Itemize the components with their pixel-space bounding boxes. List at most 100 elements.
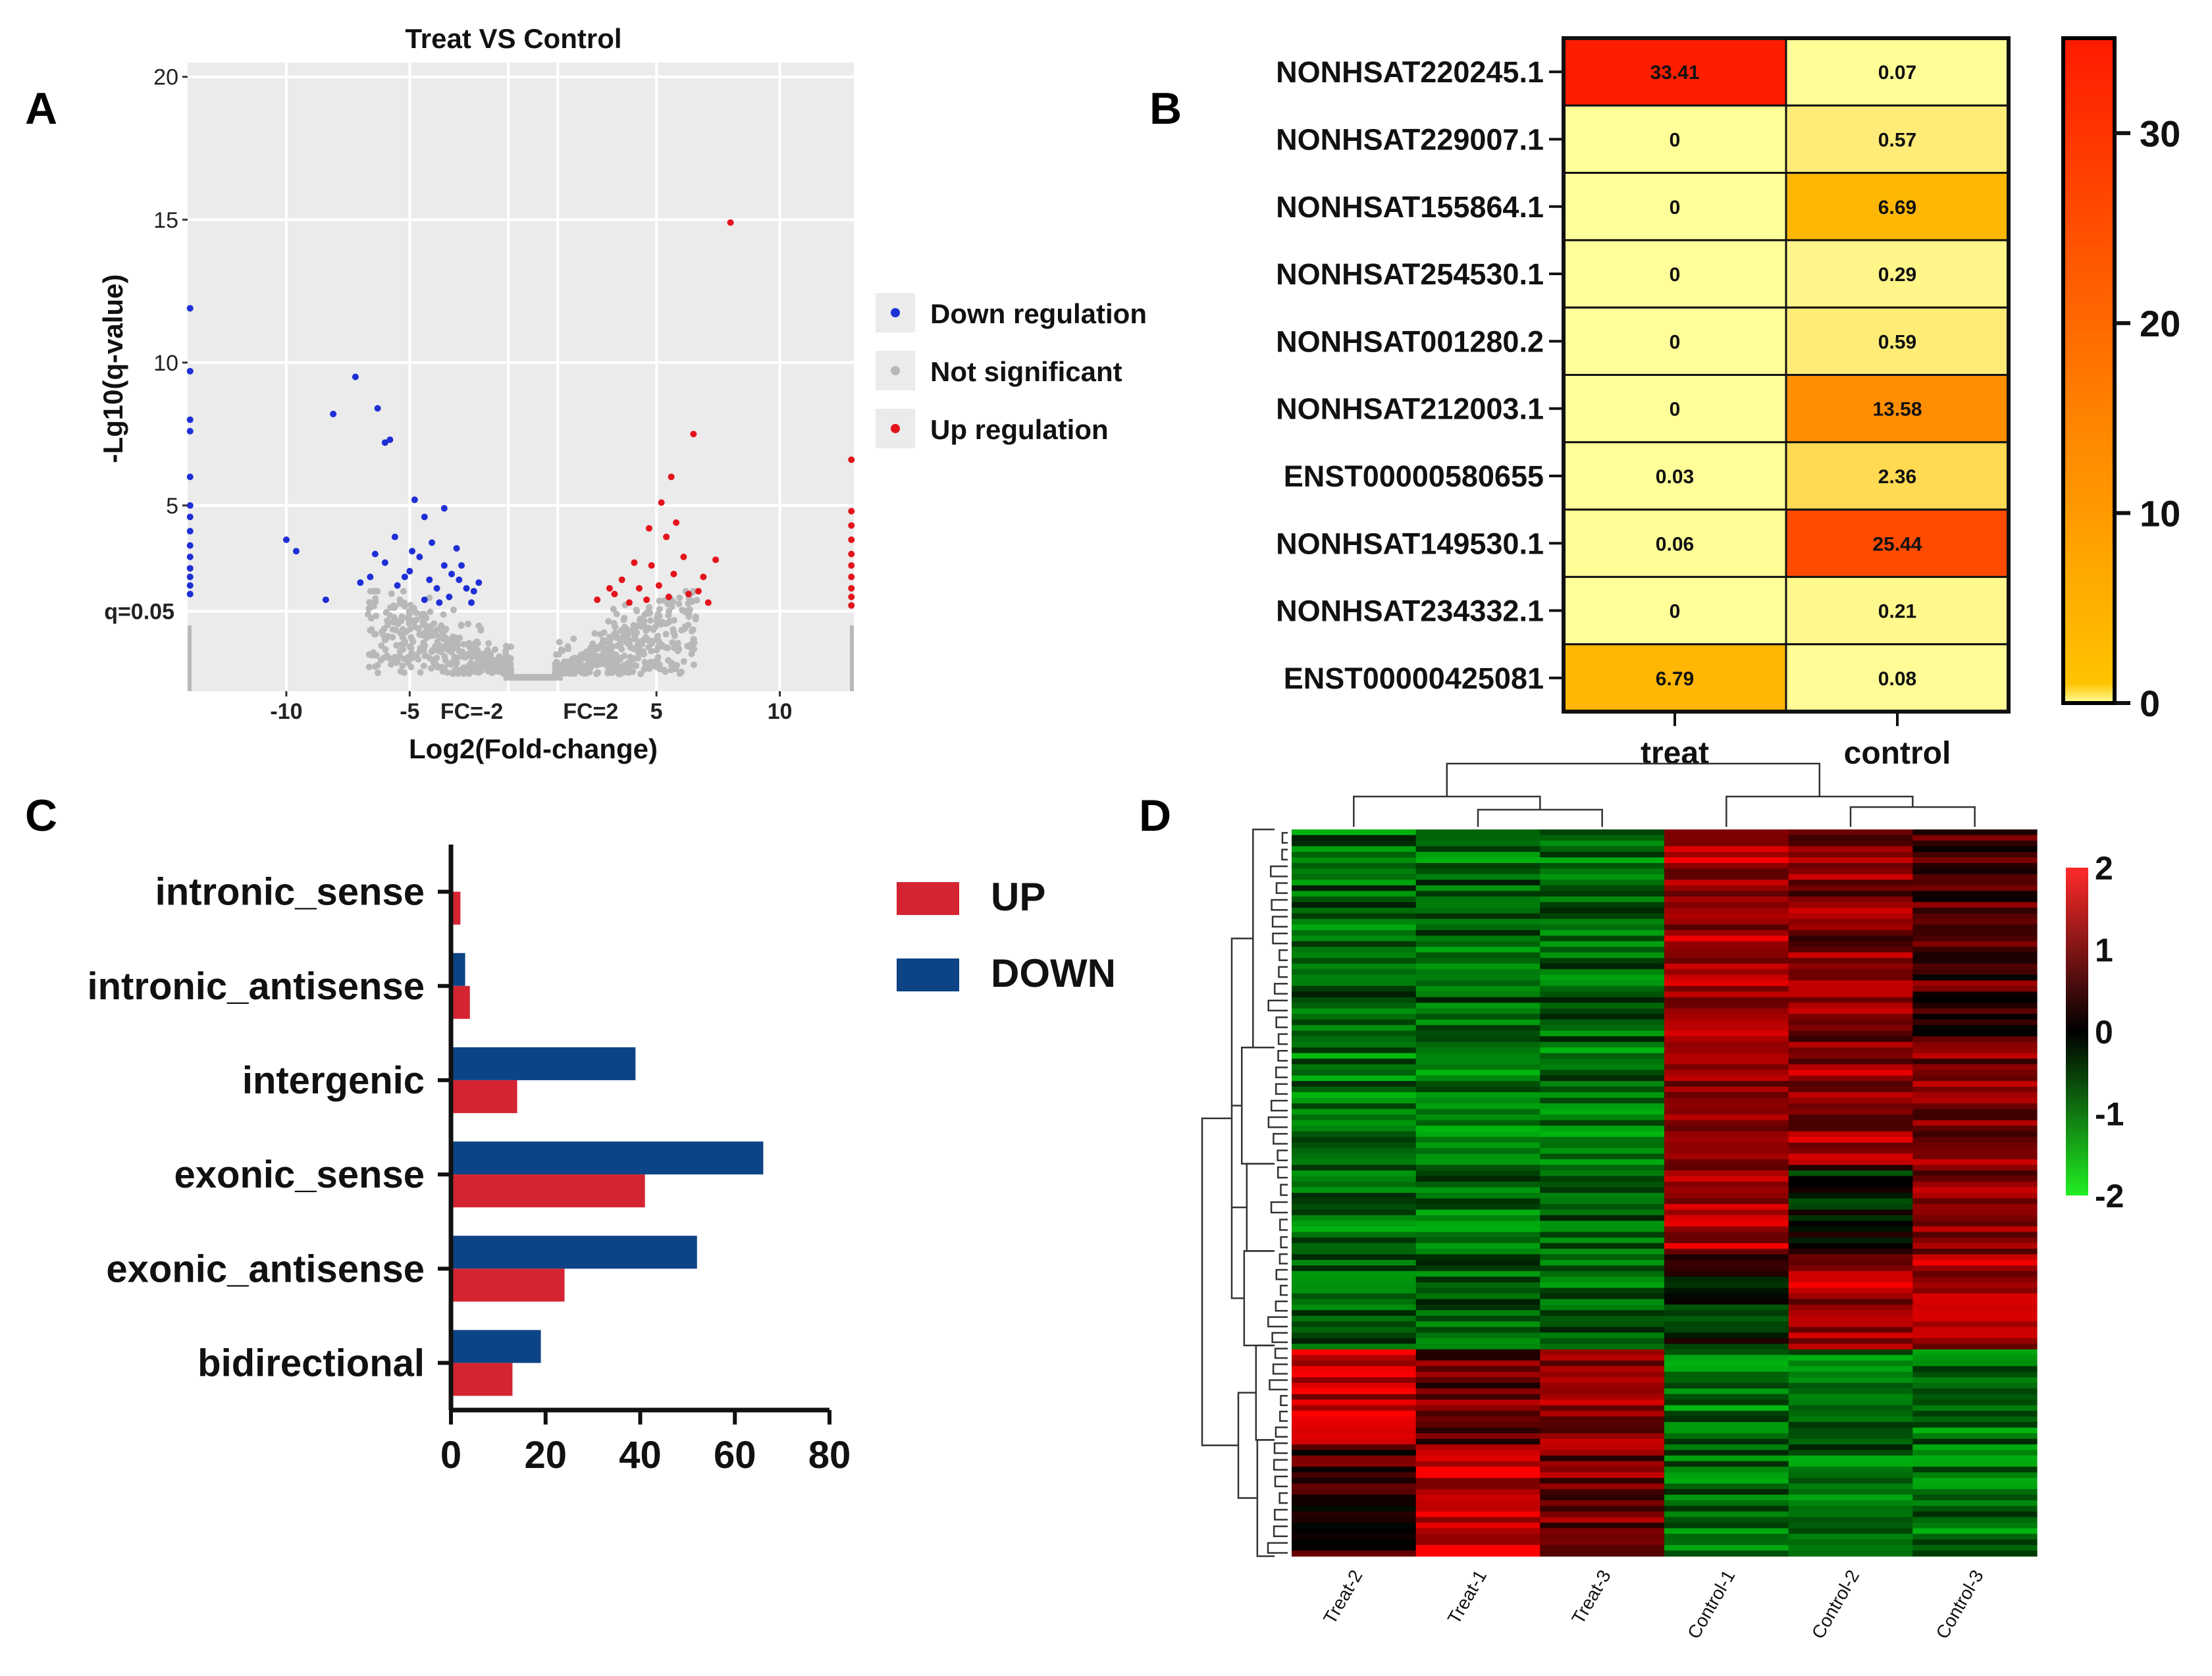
cluster-cell [1292,1237,1417,1244]
cluster-cell [1415,1265,1540,1272]
ns-point [475,662,482,669]
up-point [670,571,677,578]
cluster-cell [1292,952,1417,958]
cluster-cell [1912,1304,2038,1311]
cluster-cell [1788,1047,1913,1054]
ns-point [664,619,671,627]
cluster-cell [1664,1517,1789,1523]
ns-point [604,669,612,677]
cluster-cell [1540,1059,1665,1065]
cluster-cell [1788,1075,1913,1082]
up-point [690,431,697,438]
cluster-cell [1415,1523,1540,1529]
cluster-cell [1664,1120,1789,1126]
cluster-cell [1415,879,1540,886]
cluster-cell [1912,1472,2038,1479]
cluster-cell [1540,1170,1665,1177]
cluster-cell [1664,1478,1789,1484]
cluster-cell [1415,1126,1540,1132]
cluster-cell [1788,985,1913,992]
dendrogram-branch [1275,1016,1288,1028]
cluster-row-dendrogram [1201,828,1288,1558]
cluster-column-label: Control-3 [1932,1567,1987,1642]
cluster-cell [1415,1243,1540,1249]
cluster-cell [1540,1270,1665,1277]
cluster-cell [1912,1338,2038,1344]
ns-point [569,659,576,666]
dendrogram-branch [1255,1344,1275,1441]
ns-point [558,646,565,653]
cluster-cell [1788,1299,1913,1305]
ns-point [673,662,681,669]
cluster-cell [1664,1003,1789,1009]
cluster-cell [1788,846,1913,852]
ns-point [452,641,459,648]
cluster-cell [1912,1444,2038,1451]
ns-point [612,664,619,671]
up-point [648,562,655,569]
ns-point [662,644,670,651]
cluster-cell [1292,1539,1417,1546]
cluster-cell [1664,1148,1789,1155]
cluster-cell [1540,1326,1665,1333]
cluster-cell [1912,1377,2038,1384]
cluster-cell [1540,1511,1665,1518]
cluster-cell [1664,1086,1789,1093]
ns-point [442,625,450,633]
cluster-cell [1540,1371,1665,1378]
cluster-cell [1788,1523,1913,1529]
heatmap-cell-value: 0 [1670,129,1681,151]
heatmap-row-label: NONHSAT149530.1 [1276,527,1544,560]
ns-point [428,648,435,655]
cluster-cell [1912,1461,2038,1467]
ns-point [492,646,498,653]
cluster-cell [1664,902,1789,908]
cluster-cell [1292,1517,1417,1523]
down-point [371,550,379,558]
legend-down-text: DOWN [991,951,1116,995]
cluster-cell [1292,1170,1417,1177]
cluster-colorbar-tick-label: 1 [2095,932,2113,969]
cluster-cell [1292,1103,1417,1110]
cluster-cell [1540,1209,1665,1216]
cluster-cell [1664,913,1789,920]
cluster-cell [1540,1349,1665,1355]
ns-point [635,654,642,662]
ns-point [606,637,613,644]
cluster-cell [1292,1265,1417,1272]
ns-point [382,635,390,642]
cluster-cell [1292,835,1417,841]
cluster-cell [1788,1036,1913,1043]
cluster-cell [1292,991,1417,998]
legend-up-marker [891,424,900,433]
cluster-cell [1292,1483,1417,1490]
cluster-cell [1664,1467,1789,1473]
cluster-cell [1664,1047,1789,1054]
cluster-cell [1292,1226,1417,1233]
cluster-cell [1664,969,1789,976]
cluster-cell [1912,1064,2038,1070]
cluster-cell [1664,1081,1789,1087]
cluster-cell [1788,1483,1913,1490]
cluster-cell [1540,985,1665,992]
cluster-cell [1788,1248,1913,1255]
cluster-cell [1912,963,2038,970]
cluster-cell [1788,902,1913,908]
ns-point [504,669,510,676]
cluster-cell [1292,985,1417,992]
cluster-cell [1788,1382,1913,1389]
cluster-cell [1912,1433,2038,1440]
ns-point [566,666,573,673]
x-tick-label: 20 [524,1434,567,1477]
up-point [668,473,675,481]
cluster-cell [1788,1416,1913,1423]
cluster-cell [1292,1332,1417,1339]
cluster-cell [1415,941,1540,947]
dendrogram-branch [1269,1379,1288,1391]
cluster-cell [1912,1545,2038,1552]
cluster-cell [1540,1259,1665,1266]
cluster-cell [1415,1461,1540,1467]
ns-point [621,623,628,631]
cluster-cell [1664,1461,1789,1467]
cluster-cell [1415,1394,1540,1400]
